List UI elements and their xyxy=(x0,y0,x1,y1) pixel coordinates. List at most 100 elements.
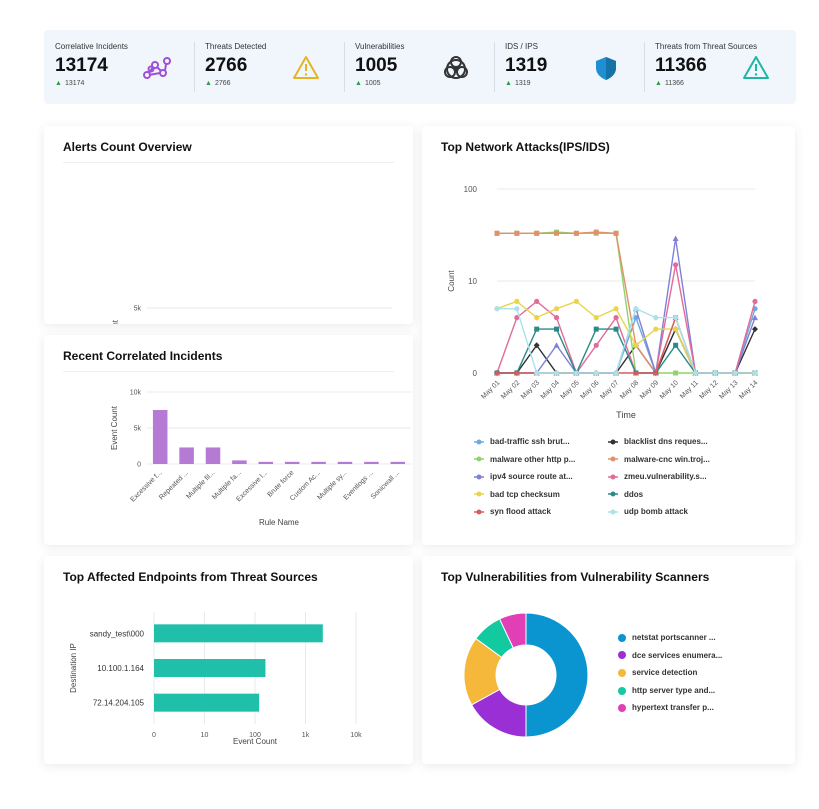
legend-item[interactable]: http server type and... xyxy=(618,685,715,697)
kpi-delta-value: 2766 xyxy=(214,80,231,87)
legend-label: blacklist dns reques... xyxy=(624,437,708,446)
data-point xyxy=(533,342,540,349)
kpi-delta-value: 13174 xyxy=(64,80,85,87)
data-point xyxy=(673,262,679,268)
kpi-title: IDS / IPS xyxy=(505,42,538,51)
kpi-correlative-incidents[interactable]: Correlative Incidents 13174 ▲ 13174 xyxy=(44,30,194,104)
x-tick-label: May 07 xyxy=(599,379,620,400)
series-line xyxy=(496,300,755,374)
x-tick-label: May 06 xyxy=(579,379,600,400)
data-point xyxy=(554,326,560,332)
legend-item[interactable]: syn flood attack xyxy=(474,506,551,518)
x-tick-label: May 10 xyxy=(659,379,680,400)
donut-slice xyxy=(525,612,589,738)
kpi-threats-detected[interactable]: Threats Detected 2766 ▲ 2766 xyxy=(194,30,344,104)
kpi-value: 13174 xyxy=(55,55,108,76)
up-arrow-icon: ▲ xyxy=(505,80,512,87)
legend-label: hypertext transfer p... xyxy=(632,703,714,713)
data-point xyxy=(673,370,679,376)
legend-swatch xyxy=(618,686,626,695)
bar xyxy=(337,461,353,464)
card-recent-incidents: Recent Correlated Incidents 0 5k 10k Excess… xyxy=(44,335,413,545)
x-tick-label: Sonicwall ... xyxy=(370,469,401,500)
legend-item[interactable]: service detection xyxy=(618,667,697,679)
x-tick-label: May 11 xyxy=(679,379,700,400)
legend-item[interactable]: dce services enumera... xyxy=(618,650,722,662)
data-point xyxy=(593,229,599,235)
kpi-threats-from-sources[interactable]: Threats from Threat Sources 11366 ▲ 11366 xyxy=(644,30,794,104)
y-tick-label: 10.100.1.164 xyxy=(97,664,144,673)
data-point xyxy=(613,326,619,332)
legend-item[interactable]: udp bomb attack xyxy=(608,506,688,518)
y-axis-title: Destination IP xyxy=(69,643,78,693)
legend-item[interactable]: bad-traffic ssh brut... xyxy=(474,436,570,448)
kpi-value: 1005 xyxy=(355,55,398,76)
bar xyxy=(154,693,260,712)
y-tick-label: 100 xyxy=(464,185,478,194)
kpi-divider xyxy=(494,42,495,92)
legend-item[interactable]: hypertext transfer p... xyxy=(618,702,714,714)
legend-swatch xyxy=(474,508,484,516)
bar xyxy=(390,461,406,464)
x-tick-label: 10k xyxy=(350,732,362,739)
y-tick-label: 0 xyxy=(473,369,478,378)
data-point xyxy=(573,298,579,305)
legend-swatch xyxy=(618,669,626,678)
data-point xyxy=(593,370,599,376)
data-point xyxy=(613,230,619,236)
data-point xyxy=(692,370,699,376)
legend-swatch xyxy=(608,438,618,446)
legend-item[interactable]: bad tcp checksum xyxy=(474,489,560,501)
card-title: Top Vulnerabilities from Vulnerability S… xyxy=(441,570,710,584)
legend-swatch xyxy=(618,704,626,713)
divider xyxy=(63,371,394,372)
x-axis-title: Rule Name xyxy=(259,518,300,527)
alert-triangle-icon xyxy=(743,56,769,79)
legend-item[interactable]: blacklist dns reques... xyxy=(608,436,708,448)
legend-label: bad tcp checksum xyxy=(490,489,560,499)
legend-item[interactable]: ddos xyxy=(608,489,643,501)
legend-label: service detection xyxy=(632,668,698,678)
legend-swatch xyxy=(608,473,618,481)
kpi-vulnerabilities[interactable]: Vulnerabilities 1005 ▲ 1005 xyxy=(344,30,494,104)
data-point xyxy=(573,230,579,236)
kpi-delta: ▲ 2766 xyxy=(205,80,231,87)
kpi-value: 11366 xyxy=(655,55,707,76)
up-arrow-icon: ▲ xyxy=(55,80,62,87)
legend-swatch xyxy=(608,455,618,463)
data-point xyxy=(752,298,758,305)
x-tick-label: May 12 xyxy=(699,379,720,400)
data-point xyxy=(534,315,540,321)
legend-label: syn flood attack xyxy=(490,507,551,516)
legend-item[interactable]: ipv4 source route at... xyxy=(474,471,573,483)
legend-label: zmeu.vulnerability.s... xyxy=(624,472,707,481)
data-point xyxy=(553,315,560,321)
x-tick-label: May 03 xyxy=(520,379,541,400)
kpi-value: 2766 xyxy=(205,55,248,76)
x-tick-label: May 14 xyxy=(738,379,759,400)
bar xyxy=(258,461,274,464)
legend-label: http server type and... xyxy=(632,685,716,695)
kpi-ids-ips[interactable]: IDS / IPS 1319 ▲ 1319 xyxy=(494,30,644,104)
data-point xyxy=(553,370,560,376)
up-arrow-icon: ▲ xyxy=(355,80,362,87)
legend-swatch xyxy=(474,455,484,463)
legend-label: bad-traffic ssh brut... xyxy=(490,437,570,446)
x-tick-label: May 05 xyxy=(560,379,581,400)
divider xyxy=(63,162,394,163)
kpi-delta-value: 11366 xyxy=(664,80,684,87)
card-title: Recent Correlated Incidents xyxy=(63,349,223,363)
legend-item[interactable]: netstat portscanner ... xyxy=(618,632,716,644)
x-tick-label: May 01 xyxy=(480,379,501,400)
y-tick-label: 10 xyxy=(468,277,477,286)
data-point xyxy=(534,230,540,236)
legend-item[interactable]: zmeu.vulnerability.s... xyxy=(608,471,707,483)
card-title: Alerts Count Overview xyxy=(63,140,192,154)
y-tick-label: 5k xyxy=(134,426,142,433)
legend-item[interactable]: malware-cnc win.troj... xyxy=(608,454,710,466)
kpi-title: Correlative Incidents xyxy=(55,42,128,51)
y-tick-label: 0 xyxy=(137,462,141,469)
data-point xyxy=(593,315,599,321)
legend-item[interactable]: malware other http p... xyxy=(474,454,575,466)
